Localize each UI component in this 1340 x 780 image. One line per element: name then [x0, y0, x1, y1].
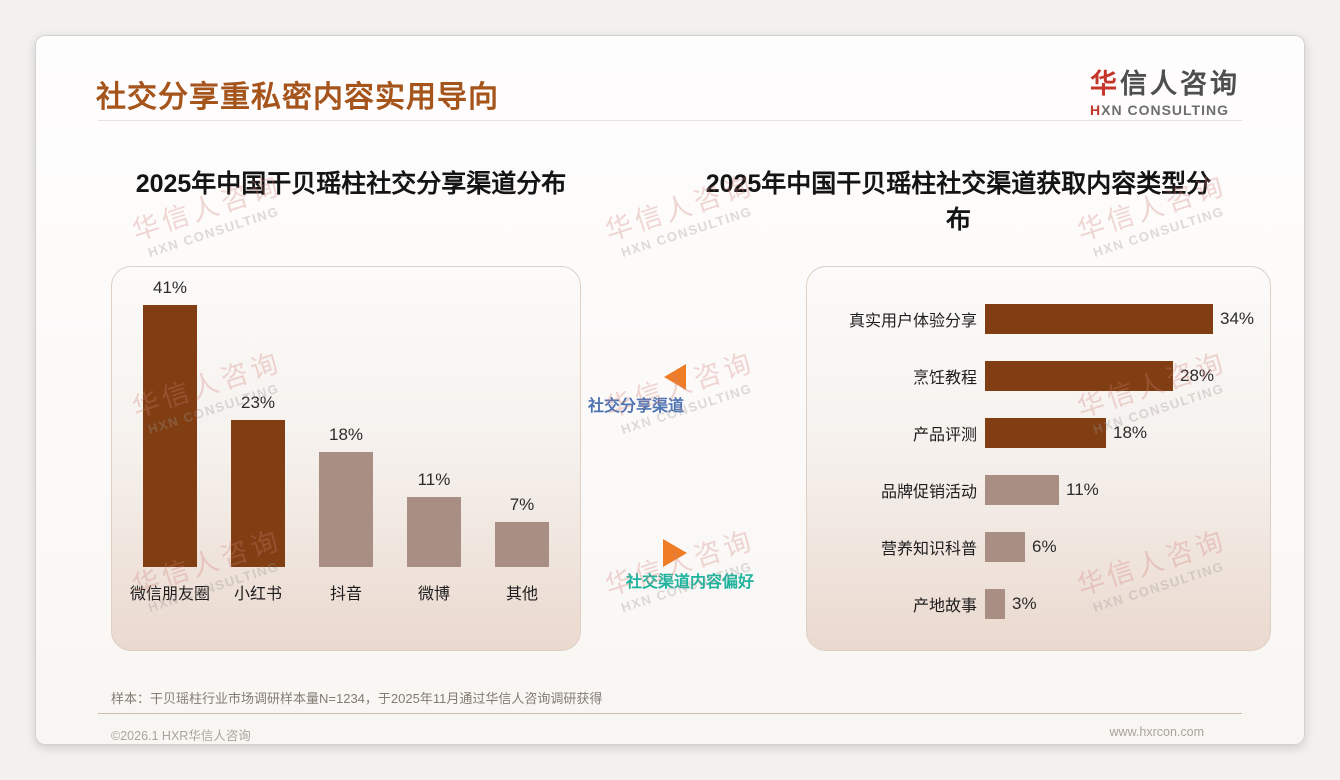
bar-value-label: 3%	[1012, 593, 1037, 613]
bar-stack: 7%	[495, 267, 549, 567]
sample-note: 样本：干贝瑶柱行业市场调研样本量N=1234，于2025年11月通过华信人咨询调…	[111, 691, 603, 706]
arrow-left-icon	[664, 364, 686, 390]
bar-value-label: 34%	[1220, 308, 1255, 328]
bar-value-label: 11%	[1066, 479, 1099, 499]
bar-category-label: 小红书	[233, 586, 282, 603]
bar-column: 41% 微信朋友圈	[126, 267, 214, 604]
bar-value-label: 23%	[240, 393, 276, 412]
footer-divider	[98, 713, 1242, 714]
bar-category-label: 营养知识科普	[880, 540, 977, 558]
bar	[231, 420, 285, 567]
bar-category-label: 产地故事	[912, 597, 977, 615]
bar-category-label: 品牌促销活动	[880, 483, 977, 501]
left-chart-panel: 41% 微信朋友圈 23% 小红书 18% 抖音 11% 微博 7% 其他	[111, 266, 581, 651]
slide-card: 社交分享重私密内容实用导向 华信人咨询 HXN CONSULTING 2025年…	[35, 35, 1305, 745]
left-connector-label: 社交分享渠道	[588, 398, 685, 415]
bar	[985, 303, 1213, 334]
company-logo: 华信人咨询 HXN CONSULTING	[1090, 62, 1240, 118]
watermark: 华信人咨询 HXN CONSULTING	[599, 340, 763, 439]
bar-value-label: 7%	[509, 495, 535, 514]
watermark-english: HXN CONSULTING	[146, 203, 282, 261]
bar-column: 23% 小红书	[214, 267, 302, 604]
bar-row: 烹饪教程 28%	[807, 347, 1270, 404]
bar-stack: 23%	[231, 267, 285, 567]
bar	[319, 452, 373, 567]
bar-column: 7% 其他	[478, 267, 566, 604]
bar	[985, 360, 1173, 391]
bar-column: 11% 微博	[390, 267, 478, 604]
bar-category-label: 微信朋友圈	[129, 586, 210, 603]
copyright-text: ©2026.1 HXR华信人咨询	[111, 729, 251, 743]
bar-category-label: 微博	[417, 586, 450, 603]
bar-value-label: 41%	[152, 278, 188, 297]
bar-category-label: 真实用户体验分享	[848, 312, 977, 330]
bar-column: 18% 抖音	[302, 267, 390, 604]
bar	[985, 417, 1106, 448]
bar-value-label: 18%	[328, 425, 364, 444]
bar	[143, 305, 197, 567]
bar	[495, 522, 549, 567]
bar-value-label: 6%	[1032, 536, 1057, 556]
bar-row: 真实用户体验分享 34%	[807, 290, 1270, 347]
bar-category-label: 抖音	[329, 586, 362, 603]
left-chart-title: 2025年中国干贝瑶柱社交分享渠道分布	[135, 170, 567, 198]
right-chart-title: 2025年中国干贝瑶柱社交渠道获取内容类型分布	[705, 170, 1212, 234]
logo-english-name: HXN CONSULTING	[1090, 102, 1240, 118]
bar-value-label: 11%	[417, 470, 451, 489]
bar-row: 品牌促销活动 11%	[807, 461, 1270, 518]
bar-category-label: 产品评测	[912, 426, 977, 444]
header-divider	[98, 120, 1242, 121]
left-chart-bars: 41% 微信朋友圈 23% 小红书 18% 抖音 11% 微博 7% 其他	[112, 267, 580, 604]
bar-stack: 41%	[143, 267, 197, 567]
logo-zh-rest: 信人咨询	[1120, 69, 1240, 99]
right-chart-panel: 真实用户体验分享 34% 烹饪教程 28% 产品评测 18% 品牌促销活动 11% 营养知识科普…	[806, 266, 1271, 651]
bar-row: 产品评测 18%	[807, 404, 1270, 461]
bar-stack: 18%	[319, 267, 373, 567]
bar-value-label: 18%	[1113, 422, 1148, 442]
bar-row: 营养知识科普 6%	[807, 518, 1270, 575]
logo-en-accent: H	[1090, 102, 1102, 118]
bar	[985, 531, 1025, 562]
right-chart-bars: 真实用户体验分享 34% 烹饪教程 28% 产品评测 18% 品牌促销活动 11% 营养知识科普…	[807, 267, 1270, 632]
logo-en-rest: XN CONSULTING	[1101, 102, 1229, 118]
logo-zh-accent: 华	[1090, 69, 1120, 99]
bar-category-label: 其他	[505, 586, 538, 603]
bar	[985, 588, 1005, 619]
bar-stack: 11%	[407, 267, 461, 567]
bar	[985, 474, 1059, 505]
bar-value-label: 28%	[1180, 365, 1215, 385]
page-title: 社交分享重私密内容实用导向	[96, 81, 499, 114]
logo-chinese-name: 华信人咨询	[1090, 62, 1240, 101]
website-text: www.hxrcon.com	[1109, 725, 1204, 739]
bar-category-label: 烹饪教程	[912, 369, 977, 387]
arrow-right-icon	[663, 539, 687, 567]
right-connector-label: 社交渠道内容偏好	[626, 574, 755, 591]
bar-row: 产地故事 3%	[807, 575, 1270, 632]
bar	[407, 497, 461, 567]
